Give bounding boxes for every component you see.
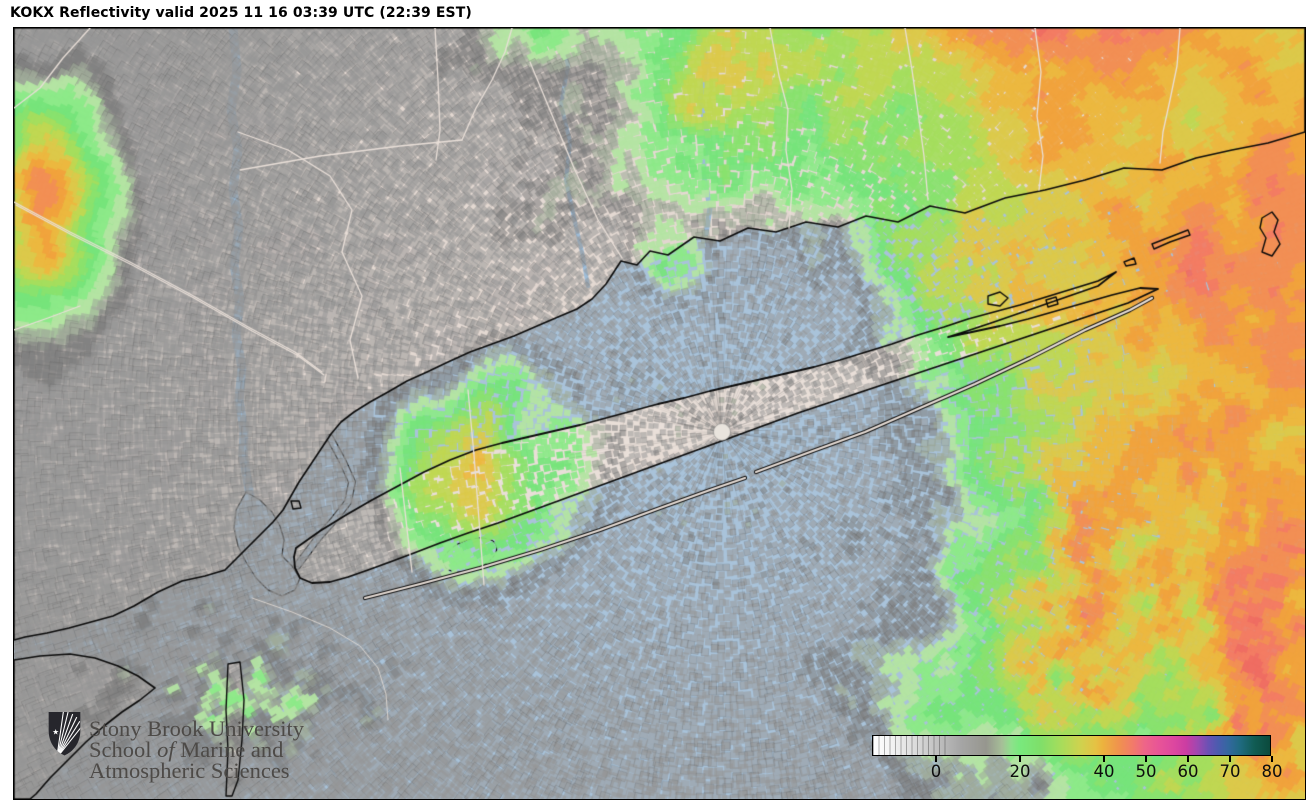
branding: ★ Stony Brook University School of Marin… bbox=[46, 710, 305, 783]
colorbar-tick-mark bbox=[1271, 756, 1273, 762]
branding-line-3: Atmospheric Sciences bbox=[89, 758, 290, 783]
colorbar-tick-label: 0 bbox=[930, 762, 942, 781]
colorbar-tick-mark bbox=[1103, 756, 1105, 762]
radar-map-canvas bbox=[14, 28, 1305, 799]
reflectivity-colorbar: 0 20 40 50 60 70 80 bbox=[872, 735, 1283, 781]
shield-star-icon: ★ bbox=[52, 728, 59, 737]
colorbar-tick-mark bbox=[1187, 756, 1189, 762]
colorbar-tick-mark bbox=[1145, 756, 1147, 762]
branding-line-2: School of Marine and bbox=[89, 737, 284, 762]
colorbar-tick-label: 70 bbox=[1219, 762, 1241, 781]
branding-line-1: Stony Brook University bbox=[89, 716, 305, 741]
colorbar-tick-mark bbox=[935, 756, 937, 762]
colorbar-discrete-steps bbox=[873, 736, 947, 755]
colorbar-tick-label: 20 bbox=[1009, 762, 1031, 781]
branding-text: Stony Brook University School of Marine … bbox=[89, 716, 305, 783]
colorbar-tick-label: 60 bbox=[1177, 762, 1199, 781]
page-title: KOKX Reflectivity valid 2025 11 16 03:39… bbox=[10, 5, 472, 21]
colorbar-tick-label: 50 bbox=[1135, 762, 1157, 781]
stony-brook-shield-icon: ★ bbox=[48, 712, 81, 756]
colorbar-tick-mark bbox=[1019, 756, 1021, 762]
colorbar-tick-label: 80 bbox=[1261, 762, 1283, 781]
radar-map: ★ Stony Brook University School of Marin… bbox=[13, 27, 1306, 800]
colorbar-gradient bbox=[873, 736, 1270, 755]
colorbar-tick-label: 40 bbox=[1093, 762, 1115, 781]
colorbar-tick-mark bbox=[1229, 756, 1231, 762]
